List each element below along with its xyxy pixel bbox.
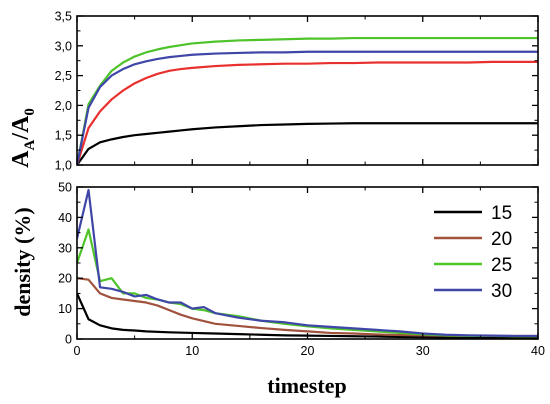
bottom-panel: 0 10 20 30 40 50 0 10 20 30 40 15 20 25 30 — [58, 181, 545, 359]
y-tick-label: 10 — [58, 302, 72, 316]
series-lines — [77, 36, 538, 165]
x-tick-label: 10 — [185, 344, 199, 358]
ylabel-b: A — [8, 115, 34, 133]
y-tick-label: 2,0 — [55, 99, 72, 113]
x-axis-label: timestep — [267, 373, 346, 398]
legend-label-15: 15 — [491, 203, 512, 224]
ylabel-b-sub: 0 — [22, 108, 38, 116]
series-line-25 — [77, 36, 538, 165]
y-tick-label: 0 — [65, 333, 72, 347]
x-tick-label: 0 — [74, 344, 81, 358]
series-line-15 — [77, 122, 538, 165]
y-tick-label: 30 — [58, 241, 72, 255]
legend-label-25: 25 — [491, 255, 512, 276]
y-tick-label: 1,0 — [55, 159, 72, 173]
y-tick-label: 1,5 — [55, 129, 72, 143]
legend: 15 20 25 30 — [434, 203, 512, 302]
y-tick-label: 3,5 — [55, 10, 72, 24]
y-tick-label: 3,0 — [55, 39, 72, 53]
ylabel-slash: / — [8, 133, 34, 141]
series-line-30 — [77, 50, 538, 165]
legend-label-30: 30 — [491, 281, 512, 302]
bottom-y-axis-label: density (%) — [10, 207, 35, 316]
top-y-axis-label: AA/A0 — [8, 108, 38, 168]
ylabel-a-sub: A — [22, 140, 38, 151]
top-panel: 1,0 1,5 2,0 2,5 3,0 3,5 — [55, 10, 539, 173]
x-tick-label: 40 — [531, 344, 545, 358]
y-tick-label: 20 — [58, 272, 72, 286]
ylabel-a: A — [8, 150, 34, 168]
series-line-15 — [77, 292, 538, 339]
legend-label-20: 20 — [491, 229, 512, 250]
series-line-30 — [77, 188, 538, 338]
series-line-20 — [77, 60, 538, 165]
series-lines — [77, 188, 538, 339]
y-tick-label: 50 — [58, 181, 72, 195]
y-tick-label: 40 — [58, 211, 72, 225]
y-tick-label: 2,5 — [55, 69, 72, 83]
x-tick-label: 20 — [301, 344, 315, 358]
x-tick-label: 30 — [416, 344, 430, 358]
series-line-25 — [77, 228, 538, 338]
